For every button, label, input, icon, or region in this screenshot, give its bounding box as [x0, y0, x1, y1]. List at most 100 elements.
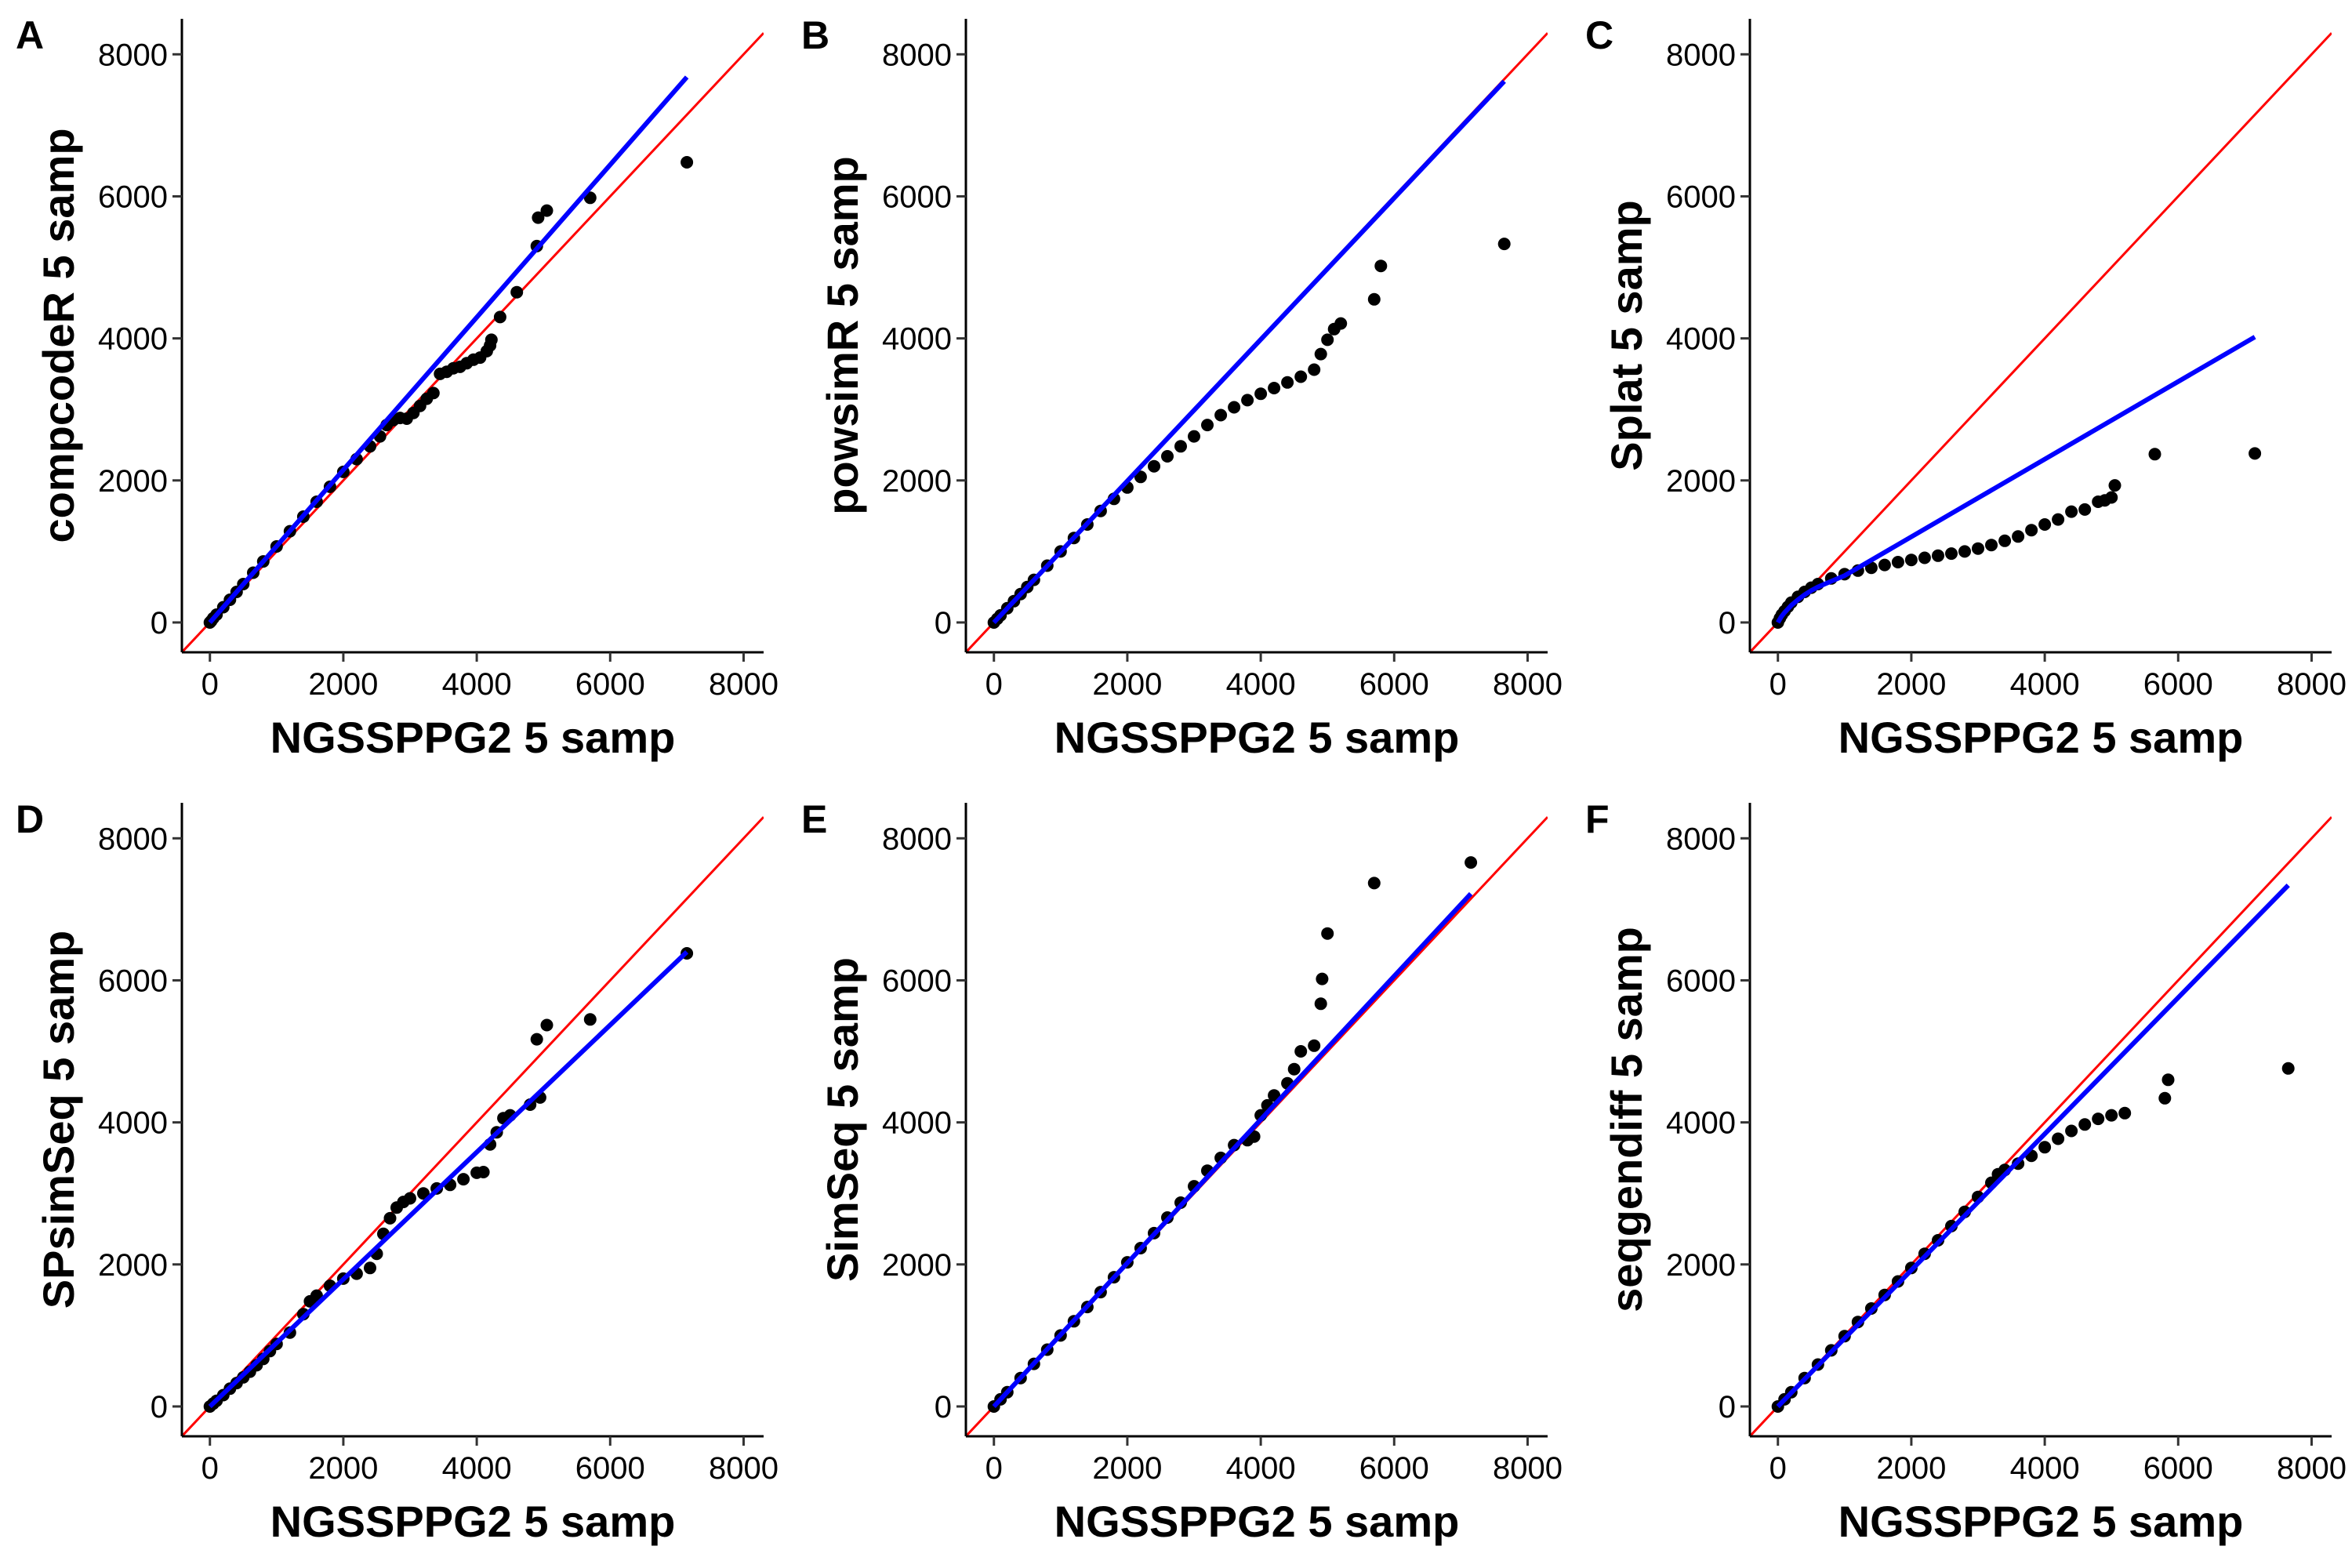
- y-tick-label: 4000: [1666, 322, 1736, 357]
- panel-e: 0 2000 4000 6000 8000 0 2000 4000 6000 8000 NGSSPP…: [801, 797, 1563, 1546]
- data-point: [1367, 877, 1381, 890]
- fit-line: [992, 79, 1506, 625]
- x-tick-label: 2000: [308, 667, 378, 702]
- fit-line: [208, 950, 689, 1409]
- x-axis-title: NGSSPPG2 5 samp: [270, 1497, 676, 1546]
- x-tick-label: 2000: [1092, 1451, 1162, 1486]
- data-point: [2025, 524, 2038, 537]
- x-tick-label: 6000: [1359, 1451, 1429, 1486]
- y-tick-label: 4000: [1666, 1106, 1736, 1141]
- data-point: [1294, 1045, 1308, 1058]
- y-tick-label: 2000: [1666, 464, 1736, 499]
- y-tick-label: 4000: [98, 1106, 168, 1141]
- y-axis-title: powsimR 5 samp: [818, 156, 867, 514]
- data-point: [2038, 518, 2052, 531]
- data-point: [1214, 408, 1228, 422]
- y-tick-label: 0: [151, 1390, 168, 1425]
- y-tick-label: 4000: [98, 322, 168, 357]
- x-tick-label: 4000: [2010, 1451, 2080, 1486]
- data-point: [1174, 440, 1187, 453]
- x-axis-title: NGSSPPG2 5 samp: [1838, 1497, 2244, 1546]
- data-point: [1188, 430, 1200, 443]
- x-tick-label: 4000: [1226, 1451, 1296, 1486]
- x-tick-label: 2000: [308, 1451, 378, 1486]
- y-tick-label: 6000: [98, 180, 168, 214]
- data-point: [1321, 927, 1334, 940]
- data-point: [540, 1018, 554, 1032]
- y-tick-label: 6000: [98, 964, 168, 998]
- data-point: [1497, 238, 1511, 251]
- x-tick-label: 6000: [2143, 667, 2213, 702]
- y-tick-label: 0: [151, 606, 168, 641]
- data-point: [457, 1173, 470, 1186]
- data-point: [1161, 450, 1174, 463]
- y-tick-label: 0: [1719, 1390, 1736, 1425]
- data-point: [2052, 513, 2065, 526]
- fit-line: [1776, 884, 2290, 1409]
- data-point: [1374, 260, 1388, 273]
- y-tick-label: 6000: [1666, 964, 1736, 998]
- data-point: [1201, 419, 1214, 432]
- data-point: [2052, 1132, 2065, 1145]
- data-point: [1268, 382, 1281, 394]
- data-point: [485, 333, 498, 347]
- y-tick-label: 2000: [98, 1248, 168, 1283]
- data-point: [1972, 542, 1984, 555]
- data-point: [1998, 534, 2012, 547]
- data-point: [1228, 401, 1241, 414]
- identity-line: [182, 816, 764, 1436]
- data-point: [1985, 539, 1998, 552]
- data-point: [1287, 1062, 1301, 1076]
- y-tick-label: 2000: [1666, 1248, 1736, 1283]
- data-point: [1316, 972, 1329, 985]
- data-point: [681, 156, 694, 169]
- data-point: [2161, 1073, 2175, 1087]
- panel-label: D: [16, 797, 44, 841]
- x-tick-label: 4000: [442, 1451, 512, 1486]
- x-tick-label: 4000: [1226, 667, 1296, 702]
- panel-c: 0 2000 4000 6000 8000 0 2000 4000 6000 8000 NGSSPP…: [1585, 13, 2347, 762]
- data-point: [2038, 1141, 2052, 1154]
- data-point: [540, 204, 554, 217]
- x-tick-label: 8000: [1493, 667, 1563, 702]
- y-tick-label: 6000: [882, 180, 952, 214]
- panel-label: C: [1585, 13, 1613, 57]
- y-tick-label: 4000: [882, 322, 952, 357]
- data-point: [2148, 448, 2161, 461]
- x-tick-label: 2000: [1092, 667, 1162, 702]
- data-point: [583, 1013, 597, 1026]
- y-tick-label: 4000: [882, 1106, 952, 1141]
- x-axis-title: NGSSPPG2 5 samp: [1054, 1497, 1460, 1546]
- data-point: [1314, 997, 1327, 1011]
- data-point: [1294, 370, 1308, 383]
- data-point: [2108, 479, 2122, 492]
- panel-label: B: [801, 13, 829, 57]
- data-point: [2078, 1118, 2092, 1131]
- data-point: [2249, 447, 2262, 460]
- y-tick-label: 6000: [1666, 180, 1736, 214]
- data-point: [1134, 470, 1147, 484]
- data-point: [1958, 545, 1971, 558]
- y-axis-title: SPsimSeq 5 samp: [34, 931, 83, 1308]
- x-tick-label: 4000: [2010, 667, 2080, 702]
- data-point: [1918, 551, 1931, 564]
- x-tick-label: 8000: [2277, 667, 2347, 702]
- x-axis-title: NGSSPPG2 5 samp: [1054, 713, 1460, 762]
- y-axis-title: Splat 5 samp: [1602, 200, 1651, 470]
- fit-line: [992, 891, 1473, 1409]
- x-tick-label: 8000: [709, 1451, 779, 1486]
- data-point: [1334, 317, 1348, 330]
- x-tick-label: 0: [201, 667, 219, 702]
- data-point: [1945, 547, 1958, 561]
- data-point: [1367, 292, 1381, 306]
- fit-line: [1776, 335, 2256, 624]
- data-point: [1314, 347, 1327, 361]
- data-point: [1932, 549, 1944, 562]
- panel-d: 0 2000 4000 6000 8000 0 2000 4000 6000 8000 NGSSPP…: [16, 797, 779, 1546]
- identity-line: [1750, 32, 2332, 652]
- fit-line: [208, 75, 689, 624]
- data-point: [2065, 505, 2078, 518]
- x-tick-label: 2000: [1876, 667, 1946, 702]
- data-point: [530, 1033, 543, 1046]
